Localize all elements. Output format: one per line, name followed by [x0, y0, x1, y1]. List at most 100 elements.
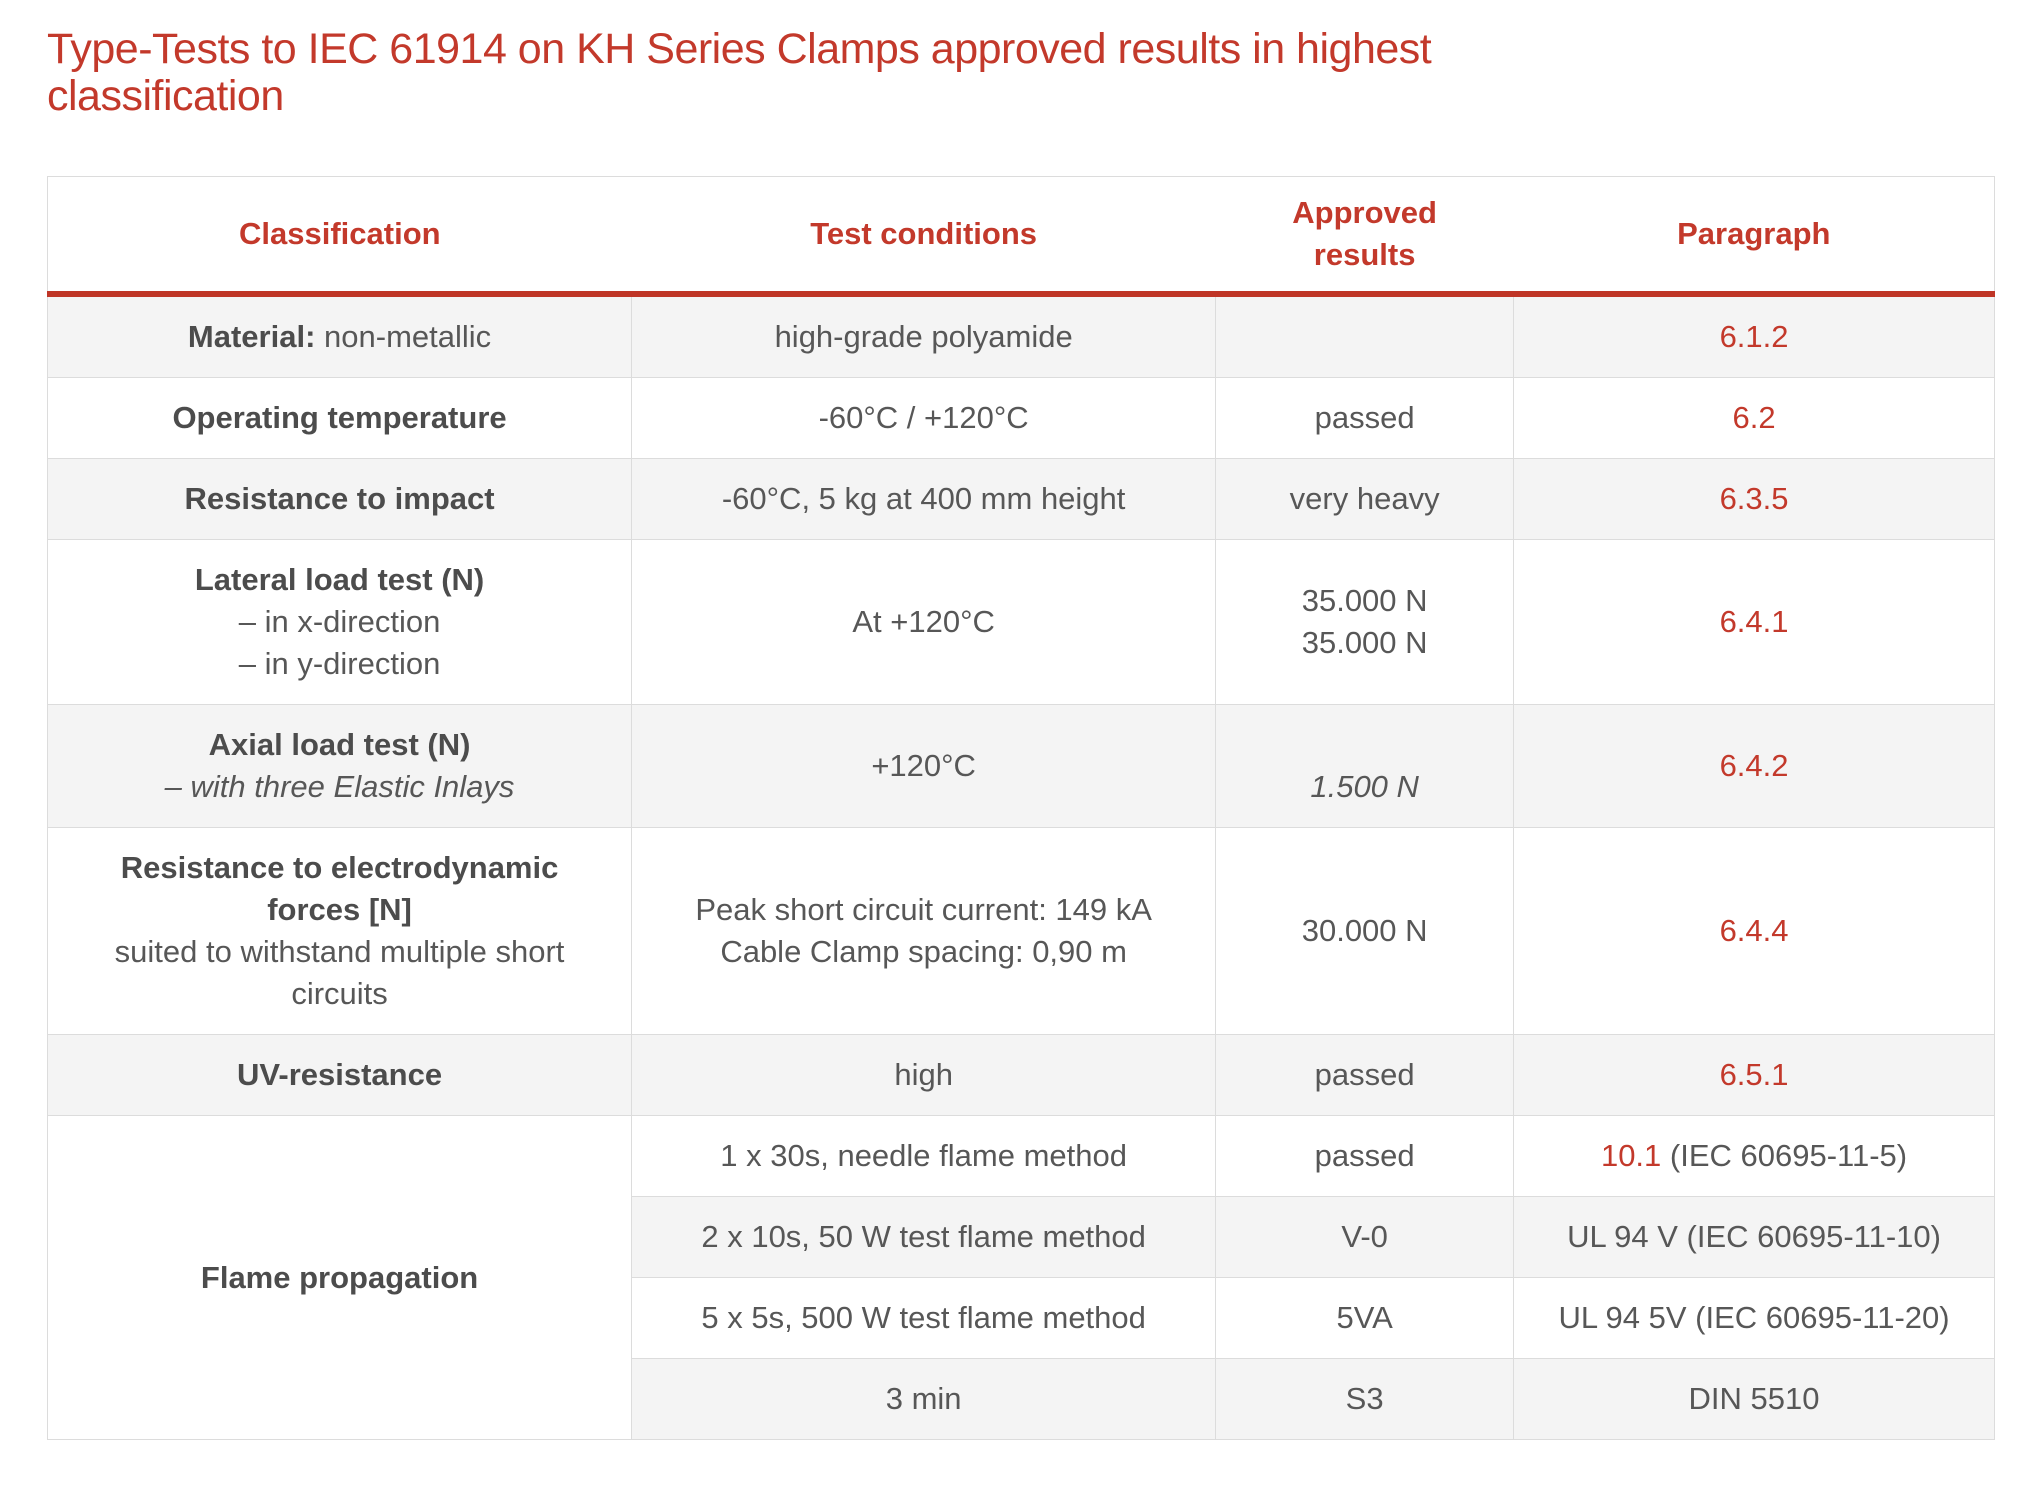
cell-text: 1.500 N: [1310, 769, 1419, 804]
paragraph-cell: 6.1.2: [1513, 293, 1995, 378]
test-conditions-cell: +120°C: [631, 704, 1217, 828]
approved-results-cell: 1.500 N: [1215, 704, 1515, 828]
cell-text: circuits: [291, 976, 388, 1011]
cell-line: high: [652, 1054, 1195, 1096]
paragraph-cell: 6.4.4: [1513, 827, 1995, 1035]
cell-text: UL 94 5V (IEC 60695-11-20): [1558, 1300, 1950, 1335]
approved-results-cell: S3: [1215, 1358, 1515, 1440]
cell-line: Peak short circuit current: 149 kA: [652, 889, 1195, 931]
cell-text: Material:: [187, 319, 316, 354]
column-header-paragraph: Paragraph: [1513, 176, 1995, 297]
paragraph-link[interactable]: 10.1: [1600, 1138, 1662, 1173]
cell-text: – in x-direction: [238, 604, 441, 639]
cell-line: passed: [1236, 1135, 1493, 1177]
cell-text: 1 x 30s, needle flame method: [720, 1138, 1127, 1173]
cell-line: Flame propagation: [68, 1257, 611, 1299]
cell-text: V-0: [1341, 1219, 1388, 1254]
test-conditions-cell: high-grade polyamide: [631, 293, 1217, 378]
cell-text: – in y-direction: [238, 646, 441, 681]
header-row: Classification Test conditions Approved …: [47, 176, 1995, 297]
table-row: Resistance to electrodynamic forces [N] su…: [46, 827, 1995, 1035]
approved-results-cell: [1215, 293, 1515, 378]
table-body: Material: non-metallic high-grade polyami…: [46, 293, 1995, 1440]
cell-line: 6.4.2: [1534, 745, 1974, 787]
classification-cell: Resistance to impact: [46, 458, 633, 540]
cell-text: passed: [1314, 400, 1415, 435]
cell-line: V-0: [1236, 1216, 1493, 1258]
table-row: 2 x 10s, 50 W test flame method V-0 UL 94 …: [48, 1196, 1995, 1278]
paragraph-cell: 6.2: [1513, 377, 1995, 459]
table-row: Material: non-metallic high-grade polyami…: [46, 293, 1995, 378]
cell-text: non-metallic: [315, 319, 492, 354]
cell-text: DIN 5510: [1688, 1381, 1820, 1416]
classification-cell: Lateral load test (N) – in x-direction – i…: [46, 539, 633, 705]
cell-line: Material: non-metallic: [68, 316, 611, 358]
approved-results-cell: 5VA: [1215, 1277, 1515, 1359]
cell-text: 5VA: [1336, 1300, 1393, 1335]
cell-line: 6.3.5: [1534, 478, 1974, 520]
cell-line: UL 94 5V (IEC 60695-11-20): [1534, 1297, 1974, 1339]
paragraph-cell: DIN 5510: [1513, 1358, 1995, 1440]
paragraph-link[interactable]: 6.2: [1732, 400, 1776, 435]
table-row: 3 min S3 DIN 5510: [48, 1358, 1995, 1440]
cell-line: -60°C / +120°C: [652, 397, 1195, 439]
table-header: Classification Test conditions Approved …: [47, 176, 1995, 297]
cell-text: Operating temperature: [172, 400, 507, 435]
approved-results-cell: 30.000 N: [1215, 827, 1515, 1035]
cell-line: circuits: [68, 973, 611, 1015]
cell-line: Lateral load test (N): [68, 559, 611, 601]
cell-text: forces [N]: [267, 892, 412, 927]
cell-text: 3 min: [885, 1381, 962, 1416]
cell-text: 30.000 N: [1301, 913, 1428, 948]
test-conditions-cell: 2 x 10s, 50 W test flame method: [631, 1196, 1217, 1278]
table-row: Lateral load test (N) – in x-direction – i…: [46, 539, 1995, 705]
cell-line: Resistance to impact: [68, 478, 611, 520]
table-row: Resistance to impact -60°C, 5 kg at 400 m…: [46, 458, 1995, 540]
cell-line: 5VA: [1236, 1297, 1493, 1339]
cell-line: 2 x 10s, 50 W test flame method: [652, 1216, 1195, 1258]
cell-line: 6.5.1: [1534, 1054, 1974, 1096]
paragraph-link[interactable]: 6.1.2: [1719, 319, 1789, 354]
cell-text: At +120°C: [852, 604, 995, 639]
column-header-approved-results: Approved results: [1215, 176, 1514, 297]
table-row: Flame propagation 1 x 30s, needle flame m…: [46, 1115, 1995, 1440]
cell-line: DIN 5510: [1534, 1378, 1974, 1420]
cell-line: Resistance to electrodynamic: [68, 847, 611, 889]
test-conditions-cell: 5 x 5s, 500 W test flame method: [631, 1277, 1217, 1359]
cell-text: Cable Clamp spacing: 0,90 m: [720, 934, 1127, 969]
paragraph-cell: 6.5.1: [1513, 1034, 1995, 1116]
cell-text: 35.000 N: [1301, 583, 1428, 618]
paragraph-link[interactable]: 6.5.1: [1719, 1057, 1789, 1092]
cell-line: -60°C, 5 kg at 400 mm height: [652, 478, 1195, 520]
paragraph-link[interactable]: 6.4.4: [1719, 913, 1789, 948]
paragraph-link[interactable]: 6.4.2: [1719, 748, 1789, 783]
cell-text: +120°C: [871, 748, 976, 783]
paragraph-link[interactable]: 6.4.1: [1719, 604, 1789, 639]
cell-text: 35.000 N: [1301, 625, 1428, 660]
column-header-classification: Classification: [47, 176, 632, 297]
approved-results-cell: passed: [1215, 1115, 1515, 1197]
cell-text: (IEC 60695-11-5): [1661, 1138, 1908, 1173]
cell-line: 1.500 N: [1236, 766, 1493, 808]
cell-text: -60°C, 5 kg at 400 mm height: [721, 481, 1126, 516]
classification-cell: Resistance to electrodynamic forces [N] su…: [46, 827, 633, 1035]
approved-results-cell: passed: [1215, 377, 1515, 459]
cell-line: 1 x 30s, needle flame method: [652, 1135, 1195, 1177]
cell-line: very heavy: [1236, 478, 1493, 520]
cell-line: passed: [1236, 1054, 1493, 1096]
cell-line: high-grade polyamide: [652, 316, 1195, 358]
cell-line: 6.1.2: [1534, 316, 1974, 358]
cell-text: Peak short circuit current: 149 kA: [695, 892, 1152, 927]
cell-line: 35.000 N: [1236, 580, 1493, 622]
cell-line: S3: [1236, 1378, 1493, 1420]
table-row: Operating temperature -60°C / +120°C passe…: [46, 377, 1995, 459]
paragraph-link[interactable]: 6.3.5: [1719, 481, 1789, 516]
cell-line: [1236, 724, 1493, 766]
classification-cell: Flame propagation: [46, 1115, 633, 1440]
cell-text: high: [894, 1057, 953, 1092]
cell-text: S3: [1345, 1381, 1384, 1416]
cell-line: Operating temperature: [68, 397, 611, 439]
cell-text: 5 x 5s, 500 W test flame method: [701, 1300, 1146, 1335]
cell-line: 35.000 N: [1236, 622, 1493, 664]
page-container: Type-Tests to IEC 61914 on KH Series Cla…: [0, 26, 2042, 1440]
